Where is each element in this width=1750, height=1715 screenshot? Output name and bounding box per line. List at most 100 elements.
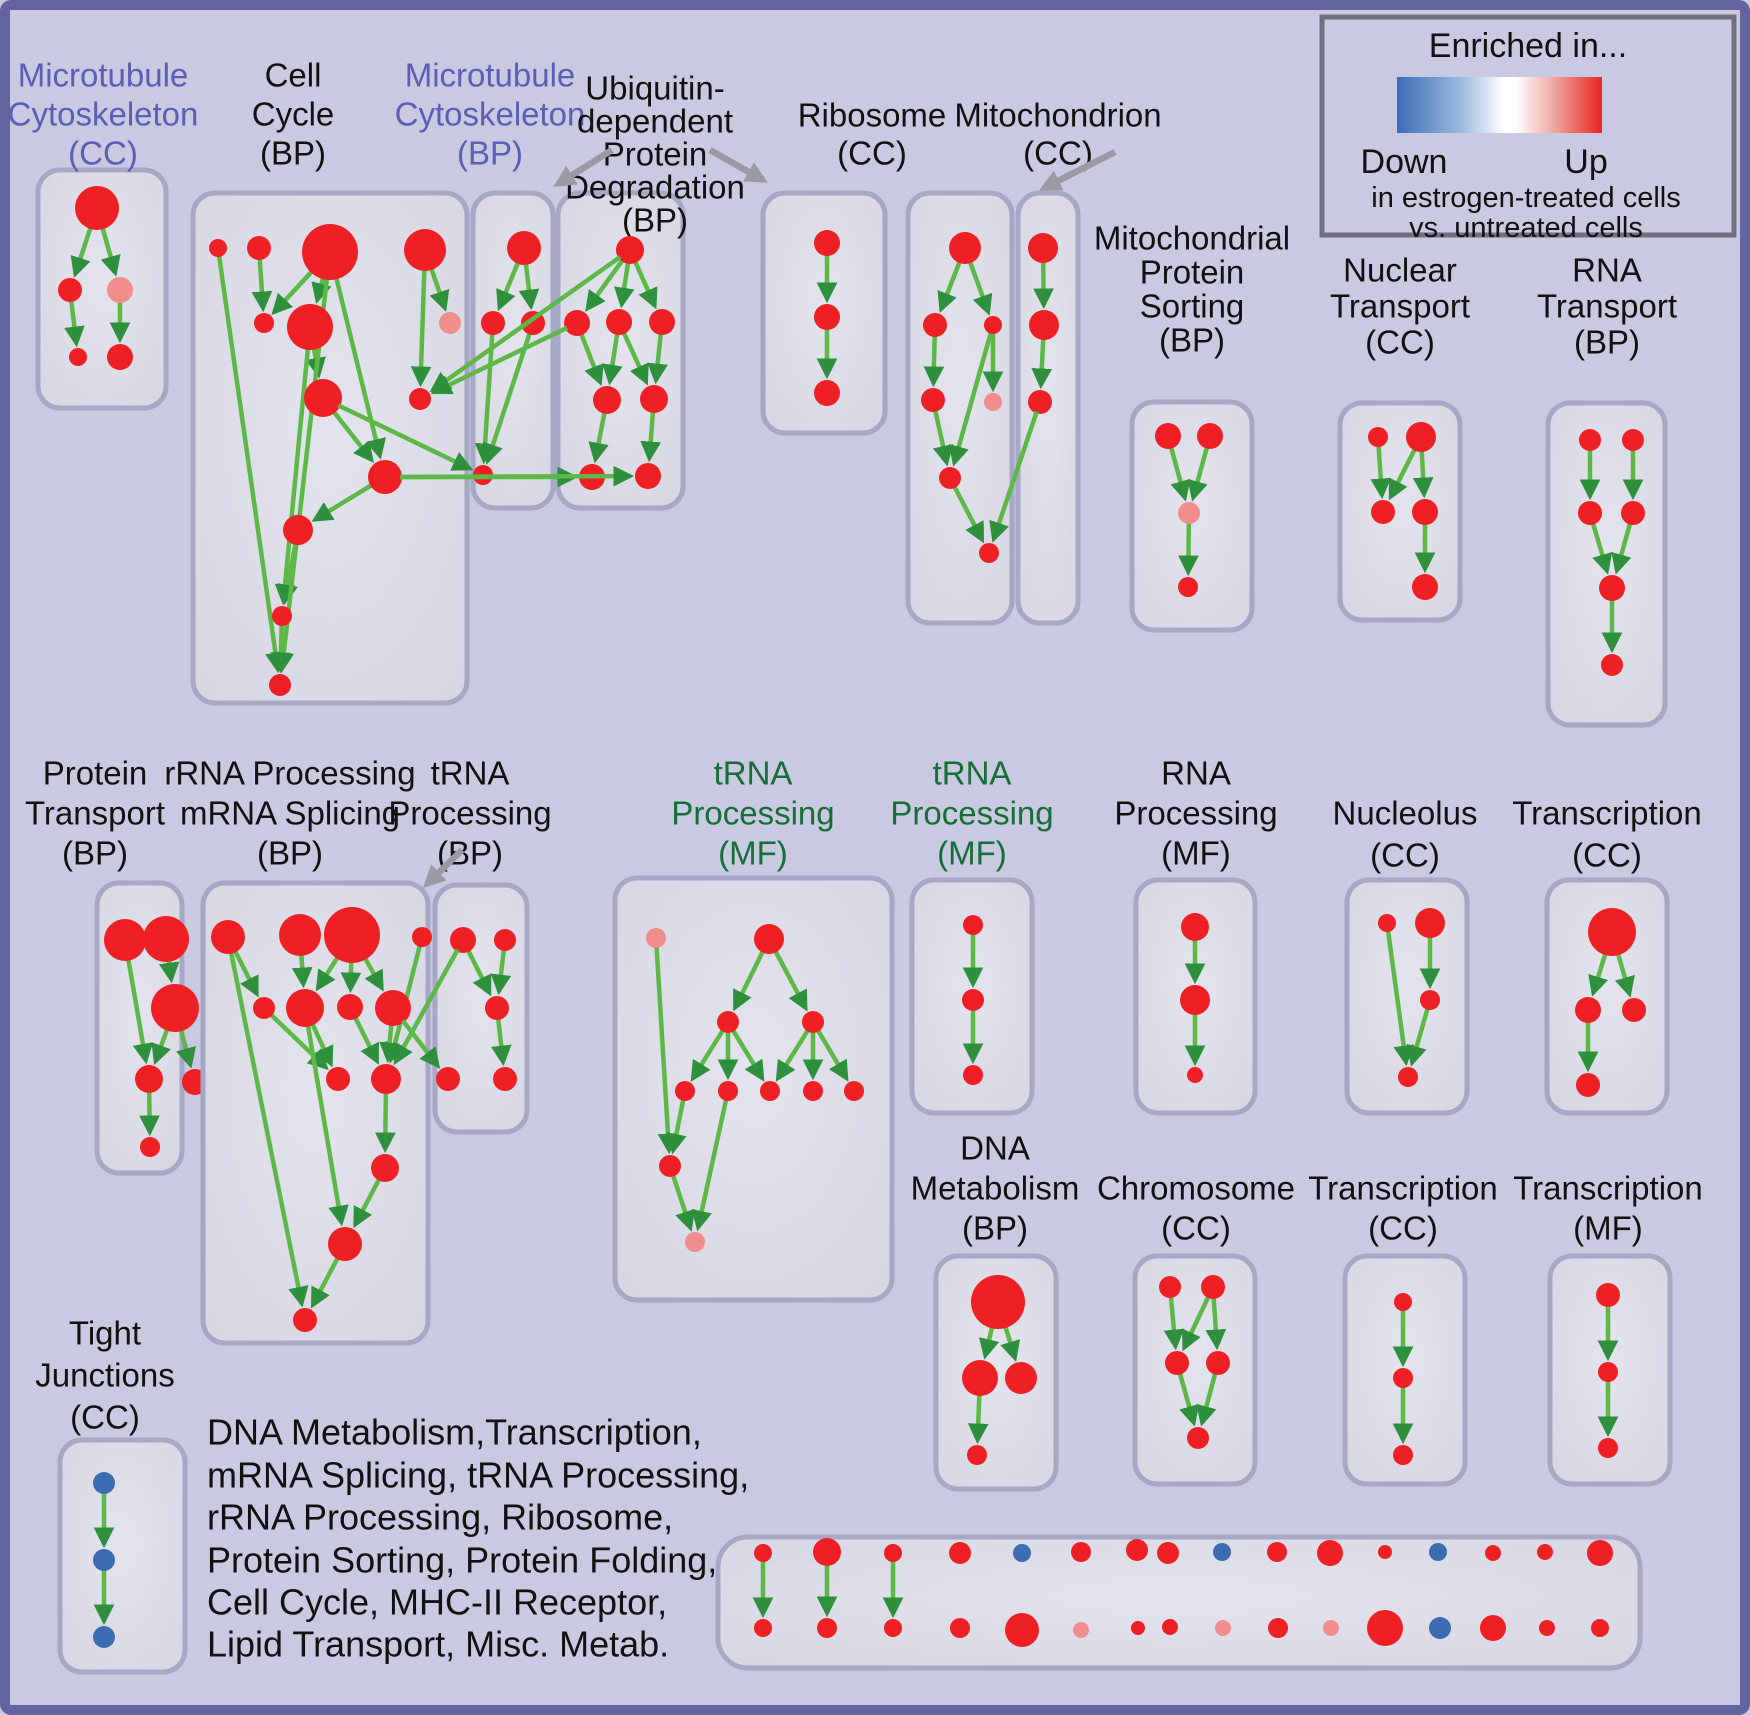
go-term-node-misc-cluster-15: [1162, 1619, 1178, 1635]
go-term-node-ubiquitin-bp-5: [640, 385, 668, 413]
go-term-node-rna-transport-bp-1: [1622, 429, 1644, 451]
go-term-node-transcription-cc-1-2: [1622, 998, 1646, 1022]
cluster-label-mito-protein-sorting: Protein: [1140, 254, 1245, 291]
cluster-transcription-mf: Transcription(MF): [1513, 1170, 1703, 1487]
cluster-box-nucleolus-cc: [1344, 877, 1470, 1116]
edge-arrow: [1370, 444, 1392, 500]
edge-arrow: [1196, 1372, 1218, 1427]
go-term-node-misc-cluster-31: [1591, 1619, 1609, 1637]
cluster-box-microtubule-cc: [35, 167, 169, 411]
edge-arrow: [176, 1028, 196, 1069]
go-term-node-ubiquitin-bp-3: [649, 309, 675, 335]
go-term-node-rna-transport-bp-4: [1599, 575, 1625, 601]
edge-arrow: [1033, 260, 1054, 310]
go-term-node-misc-cluster-0: [754, 1544, 772, 1562]
go-term-node-cell-cycle-8: [409, 388, 431, 410]
go-term-node-misc-cluster-16: [1213, 1543, 1231, 1561]
go-term-node-misc-cluster-23: [1367, 1610, 1403, 1646]
go-term-node-ubiquitin-bp-1: [564, 310, 590, 336]
cluster-label-ubiquitin-bp: dependent: [577, 103, 733, 140]
go-term-node-cell-cycle-12: [269, 674, 291, 696]
go-term-node-misc-cluster-14: [1157, 1542, 1179, 1564]
go-term-node-trna-mf-1-6: [760, 1081, 780, 1101]
go-term-node-protein-transport-bp-2: [151, 984, 199, 1032]
go-term-node-misc-cluster-25: [1429, 1617, 1451, 1639]
go-term-node-misc-cluster-29: [1539, 1620, 1555, 1636]
edge-arrow: [1406, 1007, 1430, 1067]
go-term-node-microtubule-cc-1: [58, 278, 82, 302]
go-term-node-protein-transport-bp-0: [104, 919, 146, 961]
cluster-label-chromosome-cc: (CC): [1161, 1210, 1231, 1247]
go-term-node-ribosome-cc-1: [923, 313, 947, 337]
go-term-node-misc-cluster-1: [754, 1619, 772, 1637]
edge-arrow: [815, 1028, 849, 1082]
go-term-node-misc-cluster-24: [1429, 1543, 1447, 1561]
go-term-node-rrna-mrna-bp-12: [293, 1308, 317, 1332]
cluster-box-trna-mf-1: [612, 875, 895, 1303]
cluster-label-rna-transport-bp: (BP): [1574, 324, 1640, 361]
go-term-node-rrna-mrna-bp-4: [253, 997, 275, 1019]
edge-arrow: [1177, 1372, 1200, 1427]
go-term-node-mitochondrion-cc-1: [1029, 310, 1059, 340]
go-term-node-microtubule-bp-1: [481, 311, 505, 335]
go-term-node-trna-mf-1-5: [718, 1081, 738, 1101]
legend-caption-line2: vs. untreated cells: [1409, 212, 1643, 244]
go-term-node-nucleolus-cc-1: [1415, 908, 1445, 938]
cluster-misc-cluster: [715, 1534, 1643, 1671]
go-term-node-mitochondrion-cc-0: [1028, 233, 1058, 263]
cluster-label-mitochondrion-cc: (CC): [1023, 135, 1093, 172]
go-term-node-trna-bp-4: [493, 1067, 517, 1091]
go-term-node-ubiquitin-bp-chain-2: [814, 380, 840, 406]
edge-arrow: [1168, 446, 1191, 502]
edge-arrow: [578, 332, 604, 387]
go-term-node-trna-bp-2: [485, 996, 509, 1020]
cluster-label-ubiquitin-bp: Protein: [603, 136, 708, 173]
cluster-label-protein-transport-bp: Protein: [43, 755, 148, 792]
go-term-node-rna-processing-mf-1: [1180, 985, 1210, 1015]
go-term-node-ubiquitin-bp-chain-1: [814, 304, 840, 330]
edge-arrow: [310, 1256, 341, 1309]
edge-arrow: [1385, 929, 1414, 1067]
edge-arrow: [429, 267, 450, 312]
go-term-node-trna-mf-2-1: [962, 989, 984, 1011]
edge-arrow: [1412, 449, 1434, 499]
edge-arrow: [1000, 1325, 1021, 1362]
go-term-node-misc-cluster-2: [813, 1538, 841, 1566]
cluster-label-transcription-cc-1: Transcription: [1512, 795, 1702, 832]
go-term-node-chromosome-cc-4: [1187, 1427, 1209, 1449]
cluster-label-trna-mf-2: tRNA: [933, 755, 1012, 792]
go-term-node-cell-cycle-5: [287, 304, 333, 350]
go-term-node-misc-cluster-18: [1267, 1542, 1287, 1562]
cluster-label-nuclear-transport-cc: Transport: [1330, 288, 1470, 325]
go-term-node-rna-transport-bp-0: [1579, 429, 1601, 451]
edge-arrow: [632, 260, 658, 310]
edge-arrow: [967, 260, 993, 316]
cluster-nucleolus-cc: Nucleolus (CC): [1333, 795, 1477, 1116]
go-term-node-misc-cluster-27: [1480, 1615, 1506, 1641]
misc-note-line: Cell Cycle, MHC-II Receptor,: [207, 1582, 667, 1623]
go-term-node-nuclear-transport-cc-1: [1406, 422, 1436, 452]
go-term-node-transcription-cc-2-0: [1394, 1293, 1412, 1311]
edge-arrow: [305, 1024, 349, 1227]
go-term-node-trna-mf-1-7: [803, 1081, 823, 1101]
cluster-tight-junctions-cc: Tight Junctions (CC): [35, 1315, 188, 1675]
edge-arrow: [274, 347, 311, 606]
edge-arrow: [1614, 952, 1635, 998]
go-term-node-transcription-mf-2: [1598, 1438, 1618, 1458]
go-term-node-rrna-mrna-bp-10: [371, 1154, 399, 1182]
label-pointer-arrow: [423, 847, 465, 888]
go-term-node-misc-cluster-6: [949, 1542, 971, 1564]
go-term-node-ribosome-cc-6: [979, 543, 999, 563]
go-term-node-rna-processing-mf-0: [1181, 913, 1209, 941]
cluster-label-rna-processing-mf: Processing: [1114, 795, 1277, 832]
go-term-node-cell-cycle-0: [209, 239, 227, 257]
cluster-box-trna-bp: [432, 882, 530, 1135]
cross-edge-arrow: [399, 465, 635, 487]
cluster-box-chromosome-cc: [1132, 1253, 1258, 1487]
go-term-node-misc-cluster-12: [1126, 1539, 1148, 1561]
go-term-node-rna-transport-bp-2: [1578, 501, 1602, 525]
